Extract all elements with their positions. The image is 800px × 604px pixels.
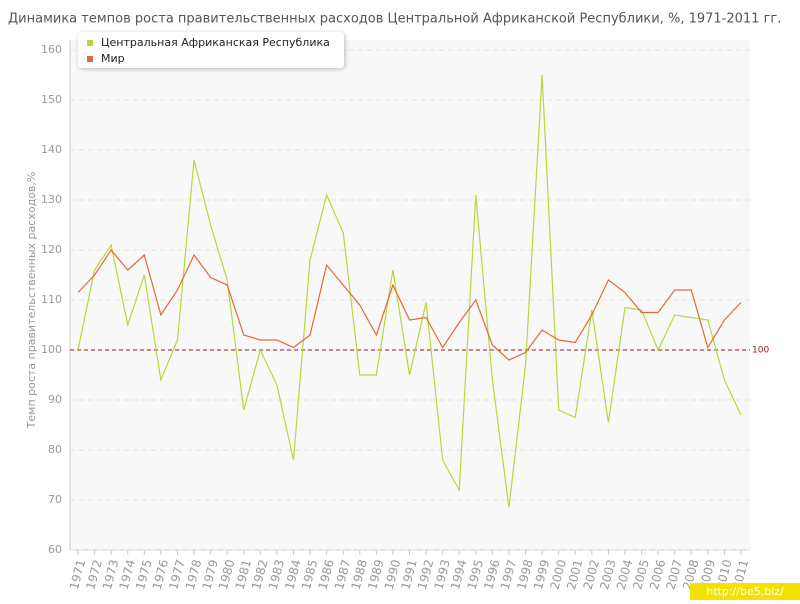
series-line [77, 74, 742, 508]
y-tick-label: 100 [41, 343, 62, 356]
y-tick-label: 110 [41, 293, 62, 306]
y-tick-label: 80 [48, 443, 62, 456]
y-tick-label: 140 [41, 143, 62, 156]
y-tick-label: 90 [48, 393, 62, 406]
watermark: http://be5.biz/ [706, 585, 784, 598]
series-line [77, 248, 742, 361]
watermark-bg [690, 583, 800, 600]
y-tick-label: 120 [41, 243, 62, 256]
legend-swatch [87, 56, 93, 62]
legend: Центральная Африканская Республика Мир [78, 32, 344, 68]
y-tick-label: 60 [48, 543, 62, 556]
legend-label: Мир [101, 52, 125, 65]
y-tick-label: 70 [48, 493, 62, 506]
legend-box [78, 32, 344, 68]
y-tick-label: 150 [41, 93, 62, 106]
y-tick-label: 160 [41, 43, 62, 56]
legend-swatch [87, 40, 93, 46]
y-tick-label: 130 [41, 193, 62, 206]
chart-title: Динамика темпов роста правительственных … [8, 12, 781, 27]
legend-label: Центральная Африканская Республика [101, 36, 330, 49]
y-axis-label: Темп роста правительственных расходов,% [25, 172, 38, 430]
reference-label: 100 [752, 346, 769, 356]
plot-area [70, 40, 750, 550]
